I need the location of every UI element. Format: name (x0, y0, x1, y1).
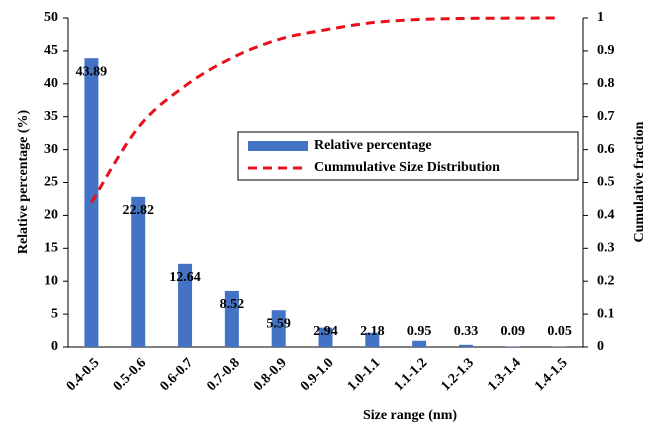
data-label: 2.18 (360, 324, 385, 339)
legend-swatch (248, 141, 308, 151)
bar (365, 332, 380, 347)
x-tick-label: 0.9-1.0 (298, 355, 337, 394)
bar (224, 290, 239, 347)
x-tick-label: 1.4-1.5 (532, 355, 571, 394)
bar (412, 340, 427, 347)
y-tick-label: 35 (44, 109, 58, 124)
x-tick-label: 0.8-0.9 (251, 355, 290, 394)
x-tick-label: 1.2-1.3 (438, 355, 477, 394)
y2-tick-label: 0 (597, 339, 604, 354)
y-tick-label: 50 (44, 10, 58, 25)
y-tick-label: 5 (51, 306, 58, 321)
line (90, 16, 560, 204)
x-tick-label: 0.4-0.5 (64, 355, 103, 394)
y-tick-label: 15 (44, 241, 58, 256)
data-label: 0.95 (407, 324, 432, 339)
data-label: 22.82 (122, 203, 154, 218)
y2-tick-label: 0.8 (597, 76, 615, 91)
bar (178, 263, 193, 347)
y2-tick-label: 0.5 (597, 175, 615, 190)
y-tick-label: 20 (44, 208, 58, 223)
y-tick-label: 25 (44, 175, 58, 190)
x-tick-label: 1.3-1.4 (485, 355, 524, 394)
y-axis-title: Relative percentage (%) (16, 109, 31, 254)
bar (505, 346, 520, 347)
data-label: 0.33 (454, 324, 479, 339)
legend-label: Relative percentage (314, 138, 432, 153)
y2-tick-label: 1 (597, 10, 604, 25)
x-tick-label: 0.5-0.6 (111, 355, 150, 394)
legend-box (237, 131, 579, 181)
data-label: 0.05 (547, 324, 572, 339)
y2-axis-title: Cumulative fraction (632, 121, 647, 242)
x-tick-label: 1.1-1.2 (392, 355, 431, 394)
y-tick-label: 10 (44, 273, 58, 288)
data-label: 8.52 (220, 297, 245, 312)
y-tick-label: 45 (44, 43, 58, 58)
data-label: 5.59 (266, 316, 291, 331)
x-tick-label: 0.7-0.8 (204, 355, 243, 394)
x-tick-label: 0.6-0.7 (157, 355, 196, 394)
y-tick-label: 40 (44, 76, 58, 91)
y-tick-label: 0 (51, 339, 58, 354)
data-label: 2.94 (313, 324, 338, 339)
y2-tick-label: 0.9 (597, 43, 615, 58)
bar (318, 327, 333, 347)
x-tick-label: 1.0-1.1 (345, 355, 384, 394)
bar (131, 196, 146, 347)
x-axis-title: Size range (nm) (363, 408, 457, 423)
legend-label: Cummulative Size Distribution (314, 160, 500, 175)
y2-tick-label: 0.3 (597, 241, 615, 256)
y2-tick-label: 0.4 (597, 208, 615, 223)
y-tick-label: 30 (44, 142, 58, 157)
y2-tick-label: 0.6 (597, 142, 615, 157)
data-label: 0.09 (501, 324, 526, 339)
data-label: 43.89 (76, 64, 108, 79)
bar (458, 344, 473, 347)
bar (271, 310, 286, 347)
y2-tick-label: 0.2 (597, 273, 615, 288)
y2-tick-label: 0.7 (597, 109, 615, 124)
data-label: 12.64 (169, 270, 201, 285)
y2-tick-label: 0.1 (597, 306, 615, 321)
